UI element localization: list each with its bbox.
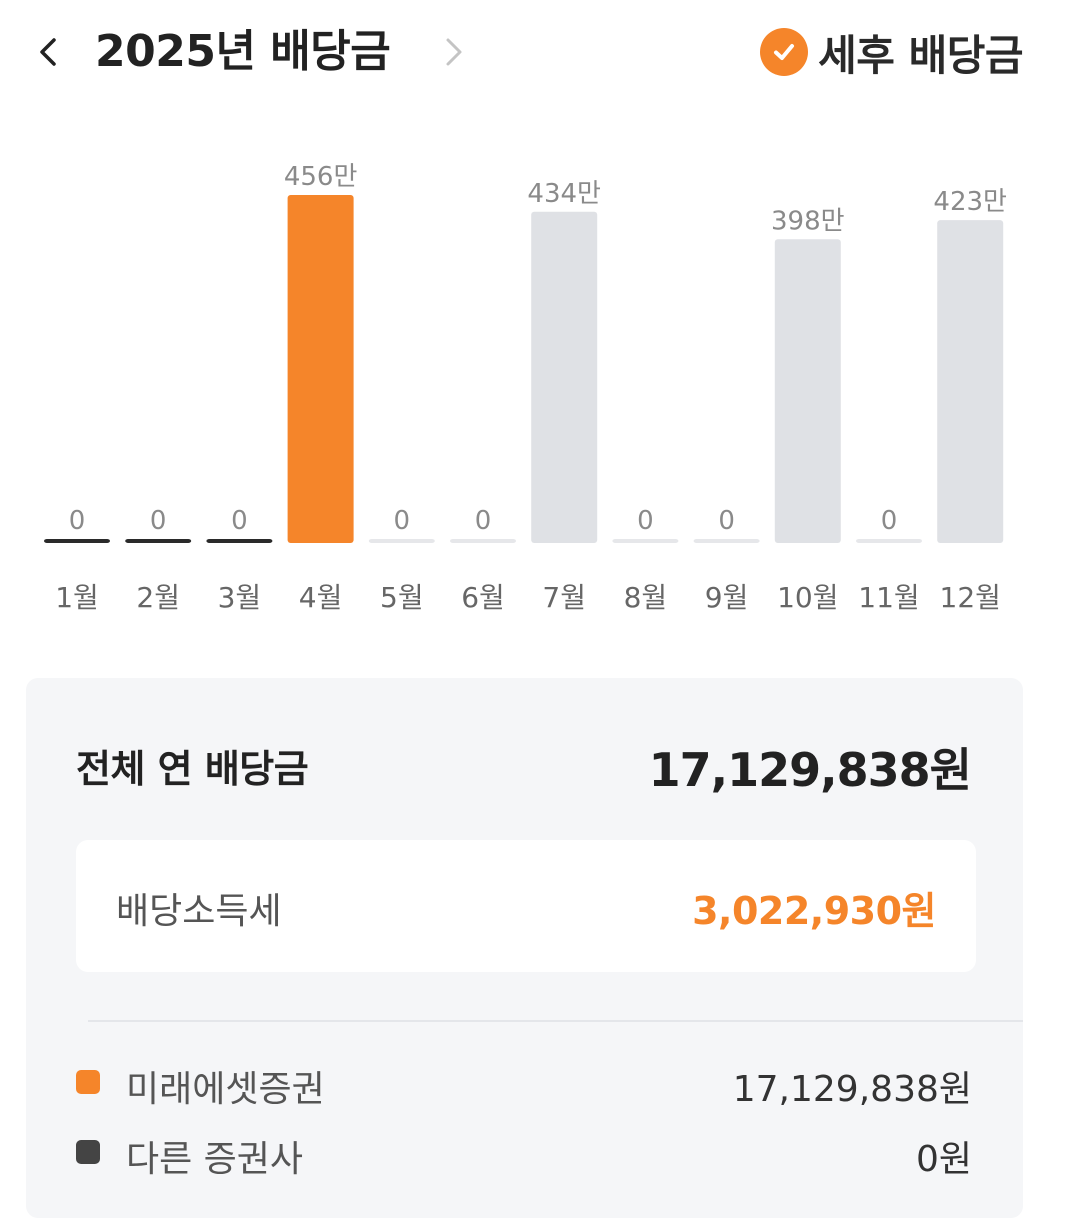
broker-row: 미래에셋증권 17,129,838원	[76, 1054, 972, 1110]
month-label: 2월	[136, 581, 180, 614]
chart-bar-1[interactable]	[44, 539, 110, 543]
dividend-tax-card: 배당소득세 3,022,930원	[76, 840, 976, 972]
chart-bar-3[interactable]	[206, 539, 273, 543]
broker-name: 다른 증권사	[126, 1139, 304, 1180]
month-label: 5월	[380, 581, 424, 614]
bar-value-label: 0	[394, 506, 411, 536]
bar-value-label: 0	[475, 506, 492, 536]
total-dividend-value: 17,129,838원	[648, 743, 972, 797]
bar-value-label: 456만	[284, 162, 358, 192]
month-label: 1월	[55, 581, 99, 614]
dividend-bar-chart: 0 1월 0 2월 0 3월 456만 4월 0 5월 0 6월 434만 7월 0 8월 0 9월 398만 10월…	[44, 162, 1007, 614]
bar-value-label: 0	[150, 506, 167, 536]
month-label: 11월	[858, 581, 919, 614]
prev-year-button[interactable]	[30, 30, 70, 74]
month-label: 6월	[461, 581, 505, 614]
divider	[88, 1020, 1023, 1022]
chevron-right-icon	[446, 38, 462, 66]
page-title: 2025년 배당금	[95, 26, 391, 77]
chart-bar-4[interactable]	[287, 195, 354, 543]
summary-panel: 전체 연 배당금 17,129,838원 배당소득세 3,022,930원 미래…	[26, 678, 1023, 1218]
after-tax-toggle[interactable]: 세후 배당금	[760, 22, 1023, 82]
month-label: 7월	[542, 581, 586, 614]
bar-value-label: 434만	[527, 179, 601, 209]
month-label: 8월	[624, 581, 668, 614]
chevron-left-icon	[40, 38, 56, 66]
chart-bar-12[interactable]	[937, 220, 1004, 543]
broker-name: 미래에셋증권	[126, 1069, 325, 1110]
dividend-tax-label: 배당소득세	[116, 891, 282, 932]
legend-swatch	[76, 1070, 100, 1094]
chart-bar-11[interactable]	[856, 539, 922, 543]
chart-bar-2[interactable]	[125, 539, 192, 543]
broker-amount: 17,129,838원	[732, 1069, 972, 1110]
total-dividend-label: 전체 연 배당금	[76, 747, 309, 791]
bar-value-label: 0	[881, 506, 898, 536]
bar-value-label: 0	[231, 506, 248, 536]
month-label: 4월	[299, 581, 343, 614]
chart-bar-10[interactable]	[774, 239, 841, 543]
month-label: 10월	[777, 581, 838, 614]
chart-bar-8[interactable]	[612, 539, 679, 543]
broker-row: 다른 증권사 0원	[76, 1124, 972, 1180]
broker-amount: 0원	[915, 1139, 972, 1180]
bar-value-label: 398만	[771, 206, 845, 236]
bar-value-label: 0	[637, 506, 654, 536]
month-label: 3월	[218, 581, 262, 614]
chart-bar-5[interactable]	[368, 539, 435, 543]
monthly-dividend-chart: 0 1월 0 2월 0 3월 456만 4월 0 5월 0 6월 434만 7월 0 8월 0 9월 398만 10월…	[0, 110, 1087, 640]
legend-swatch	[76, 1140, 100, 1164]
after-tax-label: 세후 배당금	[818, 30, 1023, 80]
bar-value-label: 0	[69, 506, 86, 536]
bar-value-label: 0	[718, 506, 735, 536]
header: 2025년 배당금 세후 배당금	[0, 0, 1087, 110]
dividend-tax-value: 3,022,930원	[692, 889, 936, 933]
chart-bar-9[interactable]	[693, 539, 760, 543]
month-label: 12월	[940, 581, 1001, 614]
chart-bar-7[interactable]	[531, 211, 598, 543]
bar-value-label: 423만	[933, 187, 1007, 217]
check-circle-icon	[760, 28, 809, 76]
month-label: 9월	[705, 581, 749, 614]
chart-bar-6[interactable]	[450, 539, 516, 543]
next-year-button[interactable]	[432, 30, 472, 74]
